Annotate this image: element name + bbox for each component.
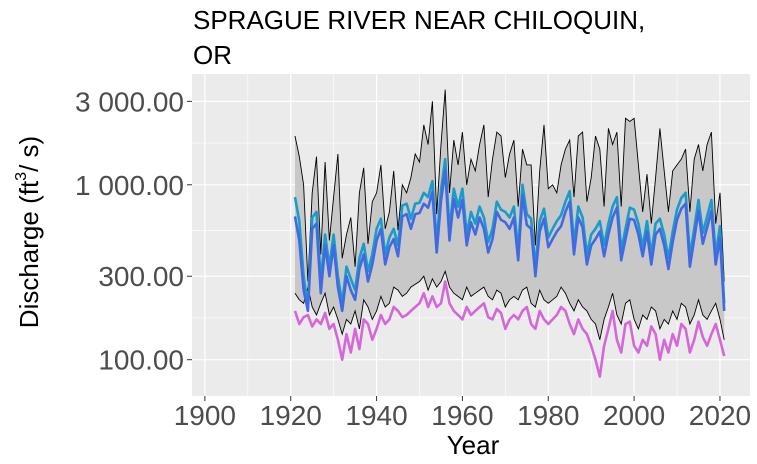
- x-tick-label: 1960: [431, 400, 493, 431]
- series-blue-line: [293, 169, 726, 313]
- y-axis-title-superscript: 3: [13, 172, 30, 181]
- series-teal-line: [293, 157, 726, 309]
- y-tick-label: 100.00: [98, 345, 184, 376]
- y-axis-title-main: Discharge (ft: [14, 180, 44, 328]
- x-axis-ticks: 1900 1920 1940 1960 1980 2000 2020: [174, 396, 751, 431]
- y-axis-title: Discharge (ft3/ s): [13, 136, 44, 328]
- y-tick-label: 300.00: [98, 261, 184, 292]
- y-tick-label: 1 000.00: [75, 170, 184, 201]
- series-magenta-line: [293, 280, 726, 378]
- x-axis-title: Year: [447, 430, 500, 460]
- x-tick-label: 1940: [345, 400, 407, 431]
- y-axis-ticks: 100.00 300.00 1 000.00 3 000.00: [75, 86, 192, 376]
- x-tick-label: 1980: [517, 400, 579, 431]
- x-tick-label: 2020: [689, 400, 751, 431]
- chart-title-line-2: OR: [193, 40, 232, 70]
- x-tick-label: 1900: [174, 400, 236, 431]
- band-upper-line: [294, 89, 725, 282]
- y-axis-title-end: / s): [14, 136, 44, 172]
- chart-title-line-1: SPRAGUE RIVER NEAR CHILOQUIN,: [193, 5, 645, 35]
- plot-panel: [192, 74, 750, 396]
- y-tick-label: 3 000.00: [75, 86, 184, 117]
- x-tick-label: 2000: [603, 400, 665, 431]
- x-tick-label: 1920: [260, 400, 322, 431]
- band-lower-line: [294, 269, 725, 340]
- series: [293, 89, 726, 378]
